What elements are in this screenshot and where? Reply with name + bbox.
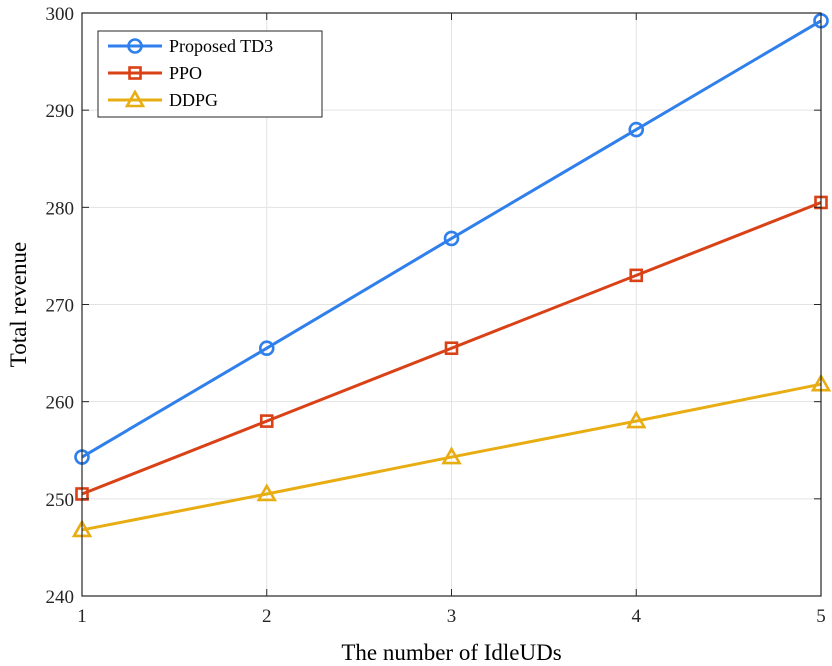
- series-line: [81, 201, 822, 496]
- x-tick-label: 2: [262, 606, 272, 627]
- data-point-circle: [628, 121, 645, 138]
- series-line: [81, 382, 822, 532]
- x-tick-label: 5: [816, 606, 826, 627]
- grid-lines: [82, 13, 821, 596]
- legend-marker: [127, 38, 143, 54]
- x-tick-label: 1: [77, 606, 87, 627]
- legend-item: Proposed TD3: [108, 36, 273, 56]
- data-point-triangle: [256, 483, 277, 502]
- legend-item: PPO: [108, 63, 202, 83]
- legend-label: PPO: [169, 63, 202, 83]
- legend-label: DDPG: [169, 90, 218, 110]
- data-point-triangle: [626, 410, 647, 429]
- series-line: [81, 19, 822, 459]
- axis-ticks: 1 2 3 4 5 240 250 260 270 280 290 300: [46, 4, 826, 627]
- y-tick-label: 290: [46, 101, 75, 122]
- x-tick-label: 3: [447, 606, 457, 627]
- legend-label: Proposed TD3: [169, 36, 273, 56]
- legend-marker: [124, 89, 146, 108]
- data-point-triangle: [441, 446, 462, 465]
- x-tick-label: 4: [632, 606, 642, 627]
- data-point-square: [259, 414, 274, 428]
- data-point-circle: [443, 230, 460, 247]
- y-axis-label: Total revenue: [6, 242, 31, 367]
- x-axis-label: The number of IdleUDs: [341, 640, 561, 665]
- data-point-circle: [258, 340, 275, 357]
- y-tick-label: 300: [46, 4, 75, 25]
- legend: Proposed TD3 PPO DDPG: [97, 30, 323, 118]
- y-tick-label: 260: [46, 393, 75, 414]
- y-tick-label: 250: [46, 490, 75, 511]
- data-point-square: [629, 268, 644, 283]
- data-point-square: [444, 341, 459, 356]
- y-tick-label: 270: [46, 296, 75, 317]
- legend-item: DDPG: [108, 89, 218, 110]
- y-tick-label: 280: [46, 198, 75, 219]
- y-tick-label: 240: [46, 587, 75, 608]
- legend-marker: [128, 66, 142, 80]
